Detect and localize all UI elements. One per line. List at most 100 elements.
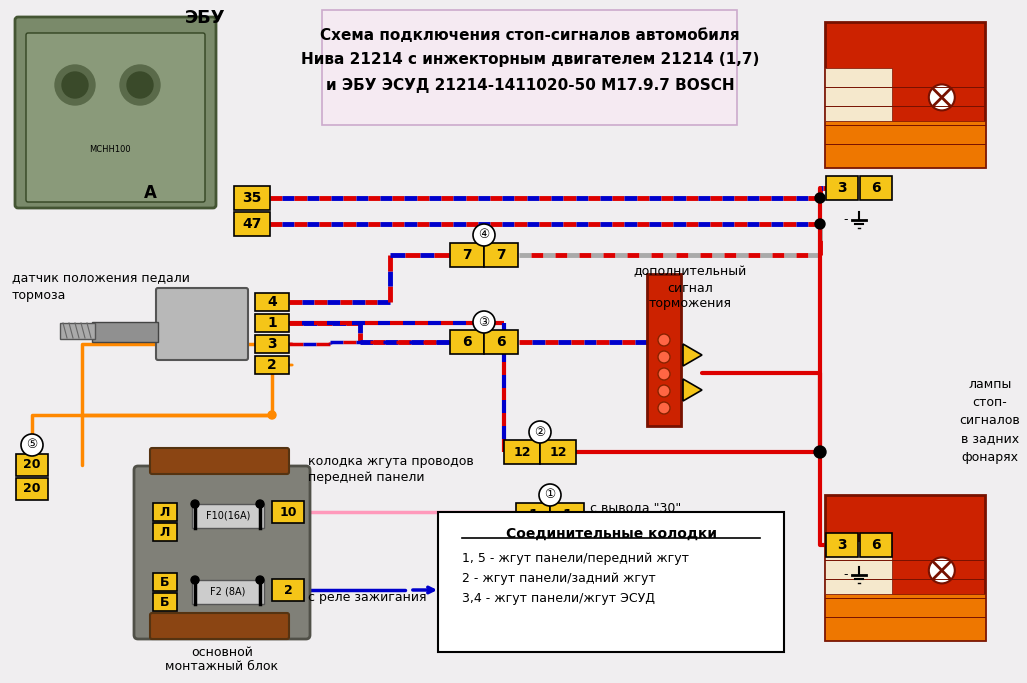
Circle shape bbox=[473, 311, 495, 333]
FancyBboxPatch shape bbox=[484, 243, 518, 267]
FancyBboxPatch shape bbox=[516, 503, 550, 527]
Text: 6: 6 bbox=[871, 538, 881, 552]
Polygon shape bbox=[683, 379, 702, 401]
Text: ③: ③ bbox=[479, 316, 490, 329]
Circle shape bbox=[539, 484, 561, 506]
Text: F2 (8A): F2 (8A) bbox=[211, 586, 245, 596]
FancyBboxPatch shape bbox=[192, 580, 264, 604]
Text: основной: основной bbox=[191, 645, 253, 658]
Text: -: - bbox=[844, 214, 848, 227]
Circle shape bbox=[268, 411, 276, 419]
FancyBboxPatch shape bbox=[153, 503, 177, 521]
FancyBboxPatch shape bbox=[150, 448, 289, 474]
FancyBboxPatch shape bbox=[322, 10, 737, 125]
FancyBboxPatch shape bbox=[255, 293, 289, 311]
FancyBboxPatch shape bbox=[153, 593, 177, 611]
Text: сигналов: сигналов bbox=[959, 415, 1021, 428]
Text: ②: ② bbox=[534, 426, 545, 438]
Text: передней панели: передней панели bbox=[308, 471, 424, 484]
Text: 35: 35 bbox=[242, 191, 262, 205]
Text: Л: Л bbox=[160, 505, 170, 518]
Text: +: + bbox=[445, 581, 460, 599]
FancyBboxPatch shape bbox=[826, 533, 858, 557]
Text: торможения: торможения bbox=[648, 298, 731, 311]
Circle shape bbox=[127, 72, 153, 98]
Text: Нива 21214 с инжекторным двигателем 21214 (1,7): Нива 21214 с инжекторным двигателем 2121… bbox=[301, 52, 759, 67]
Circle shape bbox=[658, 368, 670, 380]
Text: 7: 7 bbox=[462, 248, 471, 262]
FancyBboxPatch shape bbox=[192, 504, 264, 528]
FancyBboxPatch shape bbox=[153, 573, 177, 591]
Text: 7: 7 bbox=[496, 248, 506, 262]
Text: Л: Л bbox=[160, 525, 170, 538]
Text: генератора: генератора bbox=[589, 518, 667, 531]
Circle shape bbox=[658, 402, 670, 414]
Text: монтажный блок: монтажный блок bbox=[165, 660, 278, 673]
Circle shape bbox=[62, 72, 88, 98]
Circle shape bbox=[658, 351, 670, 363]
FancyBboxPatch shape bbox=[860, 176, 892, 200]
Text: 4: 4 bbox=[267, 295, 277, 309]
FancyBboxPatch shape bbox=[234, 186, 270, 210]
FancyBboxPatch shape bbox=[647, 274, 681, 426]
Circle shape bbox=[658, 385, 670, 397]
FancyBboxPatch shape bbox=[150, 613, 289, 639]
FancyBboxPatch shape bbox=[234, 212, 270, 236]
Text: дополнительный: дополнительный bbox=[634, 266, 747, 279]
FancyBboxPatch shape bbox=[438, 512, 784, 652]
FancyBboxPatch shape bbox=[450, 243, 484, 267]
FancyBboxPatch shape bbox=[825, 542, 892, 594]
Text: 10: 10 bbox=[279, 505, 297, 518]
Text: Соединительные колодки: Соединительные колодки bbox=[505, 527, 717, 541]
Text: МСНН100: МСНН100 bbox=[89, 145, 130, 154]
FancyBboxPatch shape bbox=[504, 440, 540, 464]
Text: 6: 6 bbox=[871, 181, 881, 195]
Text: датчик положения педали: датчик положения педали bbox=[12, 272, 190, 285]
FancyBboxPatch shape bbox=[484, 330, 518, 354]
Text: ⑤: ⑤ bbox=[27, 438, 38, 451]
Text: 2 - жгут панели/задний жгут: 2 - жгут панели/задний жгут bbox=[462, 572, 656, 585]
Text: 2: 2 bbox=[267, 358, 277, 372]
Circle shape bbox=[191, 500, 199, 508]
FancyBboxPatch shape bbox=[826, 176, 858, 200]
Text: с реле зажигания: с реле зажигания bbox=[308, 591, 426, 604]
Text: А: А bbox=[144, 184, 156, 202]
Text: 1: 1 bbox=[562, 508, 572, 522]
Text: 20: 20 bbox=[24, 482, 41, 495]
Text: 3: 3 bbox=[267, 337, 277, 351]
Text: 6: 6 bbox=[496, 335, 506, 349]
Text: 6: 6 bbox=[462, 335, 471, 349]
Text: 2: 2 bbox=[283, 583, 293, 596]
Polygon shape bbox=[683, 344, 702, 366]
Circle shape bbox=[658, 334, 670, 346]
Circle shape bbox=[120, 65, 160, 105]
Text: F10(16A): F10(16A) bbox=[205, 510, 251, 520]
FancyBboxPatch shape bbox=[825, 22, 985, 167]
FancyBboxPatch shape bbox=[860, 533, 892, 557]
Circle shape bbox=[928, 85, 955, 111]
Text: +: + bbox=[589, 526, 605, 544]
FancyBboxPatch shape bbox=[26, 33, 205, 202]
Text: ЭБУ: ЭБУ bbox=[185, 9, 225, 27]
Circle shape bbox=[21, 434, 43, 456]
FancyBboxPatch shape bbox=[540, 440, 576, 464]
FancyBboxPatch shape bbox=[60, 323, 96, 339]
FancyBboxPatch shape bbox=[825, 68, 892, 121]
Text: -: - bbox=[844, 568, 848, 581]
FancyBboxPatch shape bbox=[255, 356, 289, 374]
FancyBboxPatch shape bbox=[16, 478, 48, 500]
Text: колодка жгута проводов: колодка жгута проводов bbox=[308, 456, 473, 469]
FancyBboxPatch shape bbox=[272, 501, 304, 523]
Circle shape bbox=[55, 65, 96, 105]
Text: 47: 47 bbox=[242, 217, 262, 231]
FancyBboxPatch shape bbox=[550, 503, 584, 527]
Text: стоп-: стоп- bbox=[973, 397, 1007, 410]
FancyBboxPatch shape bbox=[134, 466, 310, 639]
Text: 12: 12 bbox=[549, 445, 567, 458]
Circle shape bbox=[815, 193, 825, 203]
Text: 3,4 - жгут панели/жгут ЭСУД: 3,4 - жгут панели/жгут ЭСУД bbox=[462, 592, 655, 605]
Text: Схема подключения стоп-сигналов автомобиля: Схема подключения стоп-сигналов автомоби… bbox=[320, 28, 739, 43]
Text: фонарях: фонарях bbox=[961, 451, 1019, 464]
FancyBboxPatch shape bbox=[156, 288, 248, 360]
FancyBboxPatch shape bbox=[825, 594, 985, 640]
